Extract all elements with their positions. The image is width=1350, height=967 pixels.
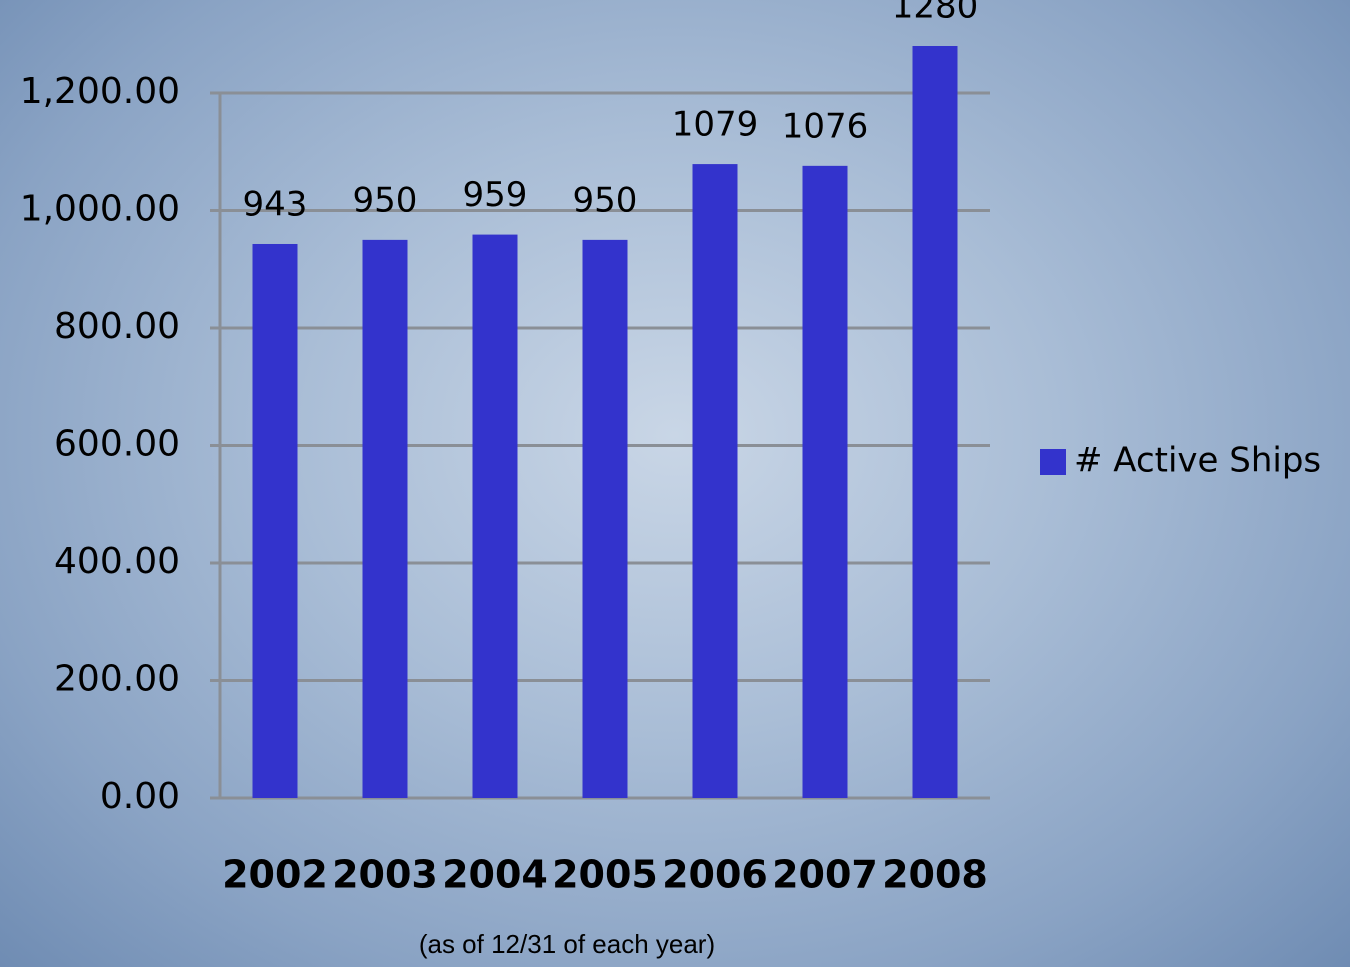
data-label: 950 (573, 180, 638, 220)
x-tick-label: 2002 (222, 853, 328, 897)
x-tick-label: 2004 (442, 853, 548, 897)
y-tick-label: 200.00 (54, 659, 180, 700)
y-tick-label: 1,000.00 (20, 189, 180, 230)
x-tick-label: 2008 (882, 853, 988, 897)
data-label: 943 (243, 184, 308, 224)
data-label: 959 (463, 175, 528, 215)
y-tick-label: 400.00 (54, 541, 180, 582)
bar (803, 166, 848, 798)
bar (363, 240, 408, 798)
y-tick-label: 0.00 (100, 776, 180, 817)
x-tick-label: 2003 (332, 853, 438, 897)
bar (473, 235, 518, 798)
page: (as of 12/31 of each year) 0.00 200.00 400… (0, 0, 1350, 967)
data-label: 1076 (782, 106, 869, 146)
data-label: 1079 (672, 105, 759, 145)
subtitle: (as of 12/31 of each year) (419, 929, 715, 959)
y-tick-label: 800.00 (54, 306, 180, 347)
y-tick-label: 1,200.00 (20, 71, 180, 112)
x-tick-label: 2006 (662, 853, 768, 897)
bar (583, 240, 628, 798)
legend-label: # Active Ships (1074, 441, 1321, 481)
x-tick-label: 2007 (772, 853, 878, 897)
legend-swatch (1040, 449, 1066, 475)
bar (253, 244, 298, 798)
data-label: 950 (353, 180, 418, 220)
x-tick-label: 2005 (552, 853, 658, 897)
chart: (as of 12/31 of each year) 0.00 200.00 400… (0, 0, 1350, 967)
bar (693, 164, 738, 798)
bar (913, 46, 958, 798)
y-tick-label: 600.00 (54, 424, 180, 465)
data-label: 1280 (892, 0, 979, 27)
